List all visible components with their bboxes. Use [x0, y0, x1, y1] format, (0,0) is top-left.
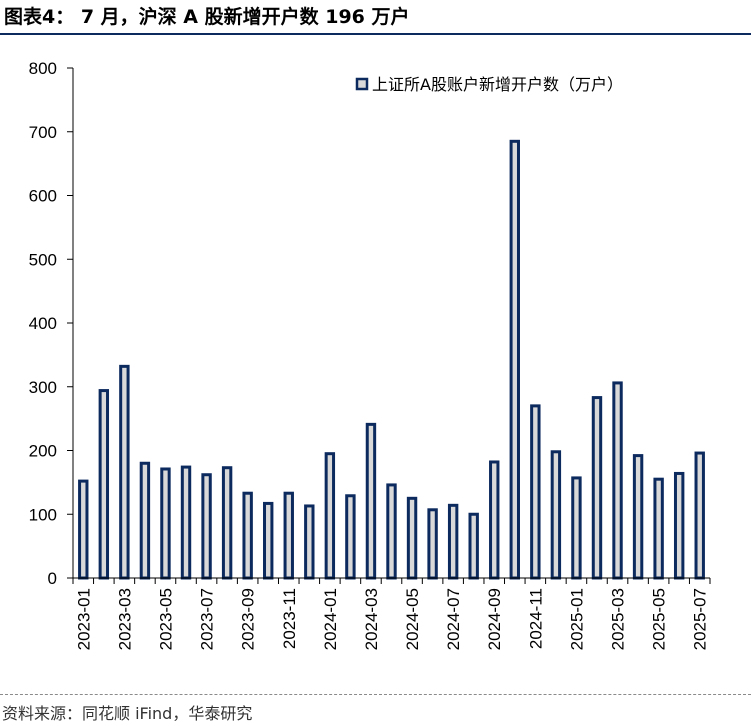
legend: 上证所A股账户新增开户数（万户）: [355, 75, 623, 94]
bar-2023-01: [78, 479, 89, 580]
bar-2024-07: [447, 503, 459, 580]
bar-2024-03: [365, 422, 377, 580]
y-tick-label: 0: [48, 569, 57, 588]
bar-2024-12: [550, 450, 562, 580]
y-tick-label: 400: [29, 314, 57, 333]
bar-2023-09: [242, 491, 253, 580]
bar-2025-01: [571, 476, 582, 580]
legend-swatch: [355, 77, 369, 91]
x-axis-ticks: 2023-01 2023-03 2023-05 2023-07 2023-09 2023-…: [72, 578, 711, 650]
bar-2024-05: [406, 496, 418, 580]
x-tick-label: 2024-05: [403, 588, 422, 650]
bar-chart: 0 100 200 300 400 500 600 700 800 2023-01 2023-03…: [29, 59, 711, 650]
x-tick-label: 2024-07: [444, 588, 463, 650]
x-tick-label: 2024-11: [526, 588, 545, 649]
x-tick-label: 2024-09: [485, 588, 504, 650]
bar-2024-08: [468, 512, 479, 580]
bar-2025-07: [694, 451, 705, 580]
bars: [78, 139, 705, 580]
bar-2023-06: [180, 465, 192, 580]
bar-2024-10: [509, 139, 520, 580]
x-tick-label: 2025-07: [691, 588, 710, 650]
bar-2023-02: [98, 389, 110, 580]
bar-2024-04: [386, 483, 397, 580]
bar-2023-08: [221, 466, 233, 580]
bar-2023-05: [160, 467, 171, 580]
y-tick-label: 700: [29, 123, 57, 142]
bar-2025-06: [673, 471, 685, 580]
x-tick-label: 2025-05: [650, 588, 669, 650]
x-tick-label: 2023-07: [198, 588, 217, 650]
y-tick-label: 600: [29, 187, 57, 206]
bar-2024-06: [427, 508, 438, 580]
source-note: 资料来源：同花顺 iFind，华泰研究: [2, 704, 253, 723]
y-tick-label: 100: [29, 505, 57, 524]
bar-2024-01: [324, 452, 336, 580]
x-tick-label: 2025-01: [567, 588, 586, 650]
title-underline: [0, 33, 751, 35]
y-tick-label: 300: [29, 378, 57, 397]
y-tick-label: 500: [29, 250, 57, 269]
bar-2025-04: [632, 454, 644, 580]
y-tick-label: 800: [29, 59, 57, 78]
axes: [72, 68, 710, 579]
bar-2025-02: [591, 396, 603, 580]
x-tick-label: 2023-09: [239, 588, 258, 650]
bar-2023-12: [304, 504, 315, 580]
bar-2023-07: [201, 473, 212, 580]
bar-2024-11: [530, 404, 541, 580]
bar-2023-04: [139, 461, 151, 580]
figure-title: 图表4： 7 月，沪深 A 股新增开户数 196 万户: [4, 6, 410, 28]
x-tick-label: 2023-05: [156, 588, 175, 650]
x-tick-label: 2023-03: [115, 588, 134, 650]
bar-2025-03: [612, 381, 623, 580]
bar-2024-09: [489, 460, 500, 580]
y-tick-label: 200: [29, 442, 57, 461]
y-axis-ticks: 0 100 200 300 400 500 600 700 800: [29, 59, 73, 588]
bar-2023-10: [263, 501, 274, 580]
bar-2023-11: [283, 491, 294, 580]
legend-label: 上证所A股账户新增开户数（万户）: [372, 75, 623, 94]
x-tick-label: 2023-01: [74, 588, 93, 650]
x-tick-label: 2023-11: [280, 588, 299, 649]
bar-2025-05: [653, 477, 664, 580]
x-tick-label: 2024-03: [362, 588, 381, 650]
bar-2023-03: [119, 364, 130, 580]
x-tick-label: 2024-01: [321, 588, 340, 650]
source-divider: [0, 694, 751, 696]
x-tick-label: 2025-03: [609, 588, 628, 650]
bar-2024-02: [345, 494, 356, 580]
